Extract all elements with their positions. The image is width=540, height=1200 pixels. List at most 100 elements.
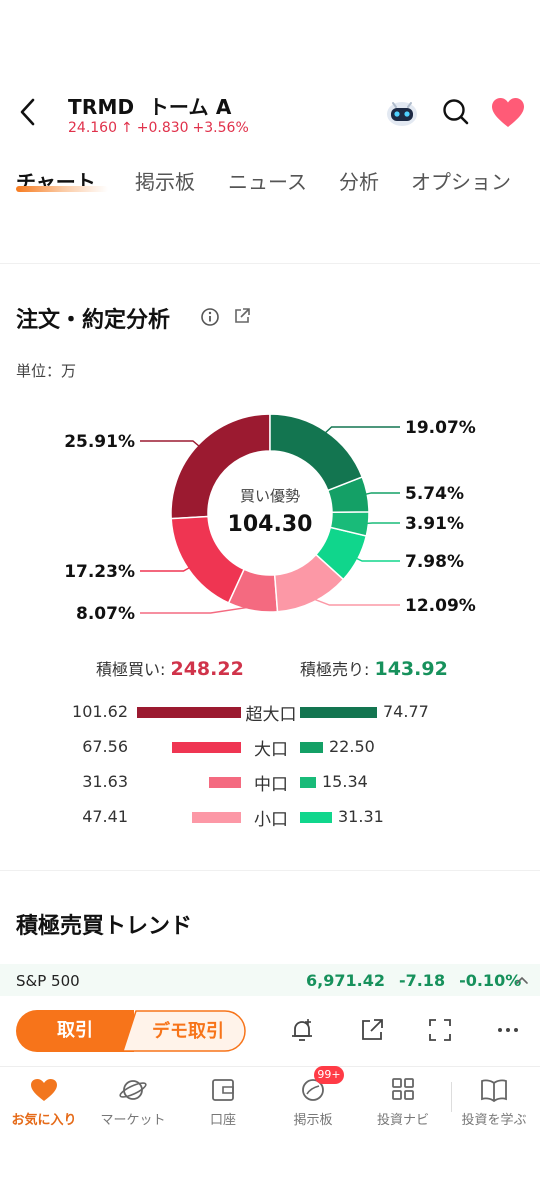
divider [0, 870, 540, 871]
tab-news[interactable]: ニュース [228, 170, 307, 194]
slice-leader-line [140, 605, 254, 614]
nav-board-label: 掲示板 [293, 1113, 333, 1128]
search-icon[interactable] [440, 96, 472, 128]
chevron-up-icon[interactable] [514, 972, 530, 988]
slice-label: 5.74% [405, 484, 464, 504]
notification-badge: 99+ [314, 1066, 344, 1084]
slice-leader-line [140, 440, 202, 449]
demo-trade-button[interactable]: デモ取引 [122, 1010, 246, 1052]
tab-bar: チャート 掲示板 ニュース 分析 オプション [0, 160, 540, 204]
nav-learn-label: 投資を学ぶ [461, 1113, 527, 1128]
grid-icon [392, 1078, 414, 1100]
nav-account-label: 口座 [209, 1113, 236, 1128]
order-donut-chart: 買い優勢 104.30 19.07% 5.74% 3.91% 7.98% 12.09% 8… [64, 413, 476, 624]
share-icon[interactable] [232, 306, 252, 326]
size-category: 小口 [254, 810, 288, 830]
nav-board[interactable]: 掲示板 [269, 1077, 357, 1128]
book-icon [481, 1079, 507, 1103]
sell-amount: 15.34 [322, 772, 368, 791]
heart-icon [31, 1079, 57, 1101]
slice-leader-line [323, 426, 400, 436]
unit-label: 単位：万 [16, 362, 77, 380]
stock-change-pct: +3.56% [192, 120, 249, 136]
slice-label: 25.91% [64, 432, 135, 452]
robot-assistant-icon[interactable] [384, 94, 420, 130]
slice-leader-line [364, 522, 400, 525]
index-ticker-bar[interactable]: S&P 500 6,971.42 -7.18 -0.10% [0, 964, 540, 996]
slice-leader-line [363, 492, 400, 496]
index-values: 6,971.42 -7.18 -0.10% [306, 971, 535, 990]
sell-amount: 31.31 [338, 807, 384, 826]
sell-amount: 22.50 [329, 737, 375, 756]
active-tab-indicator [16, 186, 108, 192]
planet-icon [119, 1080, 147, 1100]
donut-slice [326, 475, 370, 514]
index-change: -7.18 [398, 971, 446, 990]
stock-name: トーム A [148, 95, 232, 119]
size-category: 中口 [254, 775, 288, 795]
breakdown-row: 31.63 中口 15.34 [0, 768, 540, 798]
slice-label: 3.91% [405, 514, 464, 534]
trade-button[interactable]: 取引 [16, 1010, 134, 1052]
demo-trade-label: デモ取引 [152, 1020, 224, 1042]
slice-leader-line [311, 597, 400, 606]
tab-analysis[interactable]: 分析 [339, 170, 379, 194]
sell-amount: 74.77 [383, 702, 429, 721]
nav-market[interactable]: マーケット [89, 1077, 177, 1128]
buy-bar [192, 812, 241, 823]
section-title: 注文・約定分析 [16, 308, 171, 333]
donut-slice [329, 511, 370, 537]
up-arrow-icon: ↑ [121, 120, 133, 136]
donut-slice [170, 515, 246, 604]
stock-title: TRMD トーム A [68, 91, 232, 120]
sell-bar [300, 777, 316, 788]
fullscreen-icon[interactable] [426, 1016, 454, 1044]
alert-bell-icon[interactable] [288, 1016, 316, 1044]
board-icon [302, 1079, 324, 1101]
nav-divider [451, 1082, 452, 1112]
nav-market-label: マーケット [100, 1113, 166, 1128]
buy-amount: 47.41 [82, 807, 128, 826]
sell-bar [300, 812, 332, 823]
slice-label: 12.09% [405, 596, 476, 616]
size-category: 大口 [254, 740, 288, 760]
nav-invest-navi[interactable]: 投資ナビ [359, 1077, 447, 1128]
donut-slice [314, 526, 368, 581]
stock-quote: 24.160 ↑ +0.830 +3.56% [68, 120, 253, 136]
nav-invest-navi-label: 投資ナビ [376, 1113, 429, 1128]
back-arrow-icon[interactable] [14, 92, 42, 132]
info-icon[interactable] [200, 307, 220, 327]
tab-options[interactable]: オプション [411, 170, 511, 194]
slice-label: 19.07% [405, 418, 476, 438]
buy-amount: 31.63 [82, 772, 128, 791]
index-value: 6,971.42 [306, 971, 385, 990]
buy-total: 積極買い: 248.22 [96, 656, 244, 680]
tab-board[interactable]: 掲示板 [135, 170, 195, 194]
slice-label: 7.98% [405, 552, 464, 572]
nav-favorites[interactable]: お気に入り [0, 1077, 88, 1128]
breakdown-row: 101.62 超大口 74.77 [0, 698, 540, 728]
more-options-icon[interactable] [494, 1016, 522, 1044]
donut-slice [227, 568, 279, 613]
buy-total-label: 積極買い: [96, 660, 171, 679]
size-category: 超大口 [245, 705, 297, 725]
buy-total-value: 248.22 [170, 658, 244, 680]
slice-leader-line [140, 565, 192, 572]
favorite-heart-icon[interactable] [490, 96, 526, 130]
breakdown-row: 67.56 大口 22.50 [0, 733, 540, 763]
donut-slice [273, 553, 345, 613]
slice-label: 8.07% [76, 604, 135, 624]
buy-bar [209, 777, 241, 788]
breakdown-row: 47.41 小口 31.31 [0, 803, 540, 833]
nav-learn[interactable]: 投資を学ぶ [450, 1077, 538, 1128]
slice-label: 17.23% [64, 562, 135, 582]
sell-bar [300, 707, 377, 718]
center-value: 104.30 [228, 512, 313, 537]
slice-leader-line [353, 556, 400, 562]
sell-total: 積極売り: 143.92 [300, 656, 448, 680]
buy-bar [137, 707, 241, 718]
bottom-navigation: お気に入り マーケット 口座 掲示板 投資ナビ 投資を学ぶ [0, 1066, 540, 1157]
nav-account[interactable]: 口座 [179, 1077, 267, 1128]
nav-favorites-label: お気に入り [11, 1113, 77, 1128]
share-icon[interactable] [358, 1016, 386, 1044]
